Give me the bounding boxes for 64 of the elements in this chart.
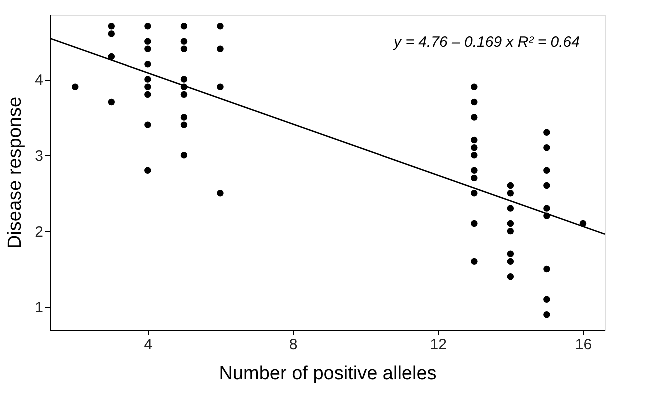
point: [507, 182, 514, 190]
point: [471, 144, 478, 152]
point: [180, 122, 188, 128]
point: [544, 266, 550, 273]
point: [471, 98, 478, 106]
y-tick-label: 2: [35, 224, 44, 241]
point: [180, 46, 188, 53]
point: [217, 46, 224, 53]
point: [144, 60, 152, 68]
point: [217, 190, 224, 197]
point: [180, 38, 188, 45]
point: [507, 228, 514, 235]
point: [180, 76, 188, 83]
y-tick-label: 1: [35, 300, 44, 317]
point: [471, 190, 478, 197]
point: [144, 76, 152, 83]
x-tick-label: 12: [430, 336, 447, 354]
point: [108, 98, 116, 106]
point: [144, 84, 152, 90]
y-tick-label: 4: [35, 72, 44, 90]
point: [108, 53, 116, 60]
point: [144, 38, 152, 45]
x-tick-label: 16: [575, 336, 592, 354]
annotation: y = 4.76 – 0.169 x R² = 0.64: [393, 34, 580, 51]
y-axis-title: Disease response: [5, 96, 26, 250]
point: [471, 167, 478, 174]
point: [544, 167, 550, 174]
x-tick-label: 4: [144, 336, 153, 354]
point: [544, 311, 550, 318]
point: [72, 84, 79, 90]
point: [108, 23, 116, 30]
point: [471, 152, 478, 159]
point: [544, 129, 550, 136]
point: [507, 220, 514, 228]
point: [471, 220, 478, 228]
point: [144, 46, 152, 53]
point: [144, 23, 152, 30]
point: [544, 205, 550, 212]
point: [144, 167, 152, 174]
point: [507, 274, 514, 280]
point: [507, 190, 514, 197]
point: [180, 23, 188, 30]
point: [180, 152, 188, 159]
x-tick-label: 8: [289, 336, 298, 354]
point: [217, 84, 224, 90]
point: [180, 114, 188, 121]
point: [544, 144, 550, 152]
y-tick-label: 3: [35, 148, 44, 165]
point: [217, 23, 224, 30]
point: [471, 174, 478, 182]
point: [544, 296, 550, 303]
x-axis-title: Number of positive alleles: [219, 364, 437, 384]
point: [507, 205, 514, 212]
point: [507, 250, 514, 258]
point: [471, 114, 478, 121]
point: [544, 182, 550, 190]
point: [180, 91, 188, 98]
point: [471, 84, 478, 90]
point: [507, 258, 514, 266]
point: [471, 258, 478, 266]
point: [144, 122, 152, 128]
point: [471, 136, 478, 144]
point: [144, 91, 152, 98]
point: [108, 30, 116, 38]
